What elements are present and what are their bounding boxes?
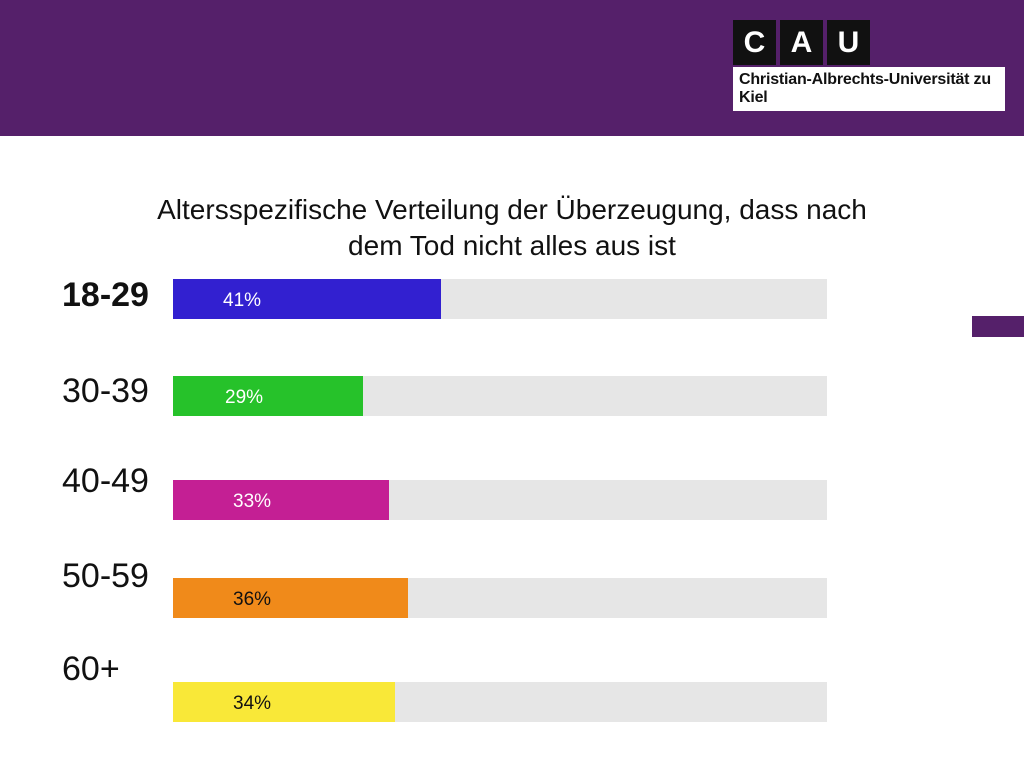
- category-label-50-59: 50-59: [62, 557, 149, 595]
- bar-60plus: [173, 682, 395, 722]
- value-label-60plus: 34%: [233, 693, 272, 714]
- value-label-18-29: 41%: [223, 290, 262, 311]
- chart-title-line-1: Altersspezifische Verteilung der Überzeu…: [157, 194, 867, 225]
- category-label-40-49: 40-49: [62, 462, 149, 500]
- bar-18-29: [173, 279, 441, 319]
- bar-50-59: [173, 578, 408, 618]
- bar-track: 36%: [173, 578, 827, 618]
- logo-letter-c: C: [733, 20, 776, 65]
- university-logo: C A U Christian-Albrechts-Universität zu…: [733, 20, 1005, 111]
- category-label-60plus: 60+: [62, 650, 120, 688]
- bar-track: 29%: [173, 376, 827, 416]
- value-label-50-59: 36%: [233, 589, 272, 610]
- value-label-30-39: 29%: [225, 387, 264, 408]
- logo-university-name: Christian-Albrechts-Universität zu Kiel: [733, 67, 1005, 111]
- bar-track: 33%: [173, 480, 827, 520]
- chart-title-line-2: dem Tod nicht alles aus ist: [348, 230, 676, 261]
- chart-title: Altersspezifische Verteilung der Überzeu…: [60, 192, 964, 264]
- bar-40-49: [173, 480, 389, 520]
- category-label-18-29: 18-29: [62, 276, 149, 314]
- category-label-30-39: 30-39: [62, 372, 149, 410]
- logo-letter-a: A: [780, 20, 823, 65]
- bar-track: 41%: [173, 279, 827, 319]
- value-label-40-49: 33%: [233, 491, 272, 512]
- bar-track: 34%: [173, 682, 827, 722]
- logo-letter-u: U: [827, 20, 870, 65]
- side-accent-bar: [972, 316, 1024, 337]
- bar-30-39: [173, 376, 363, 416]
